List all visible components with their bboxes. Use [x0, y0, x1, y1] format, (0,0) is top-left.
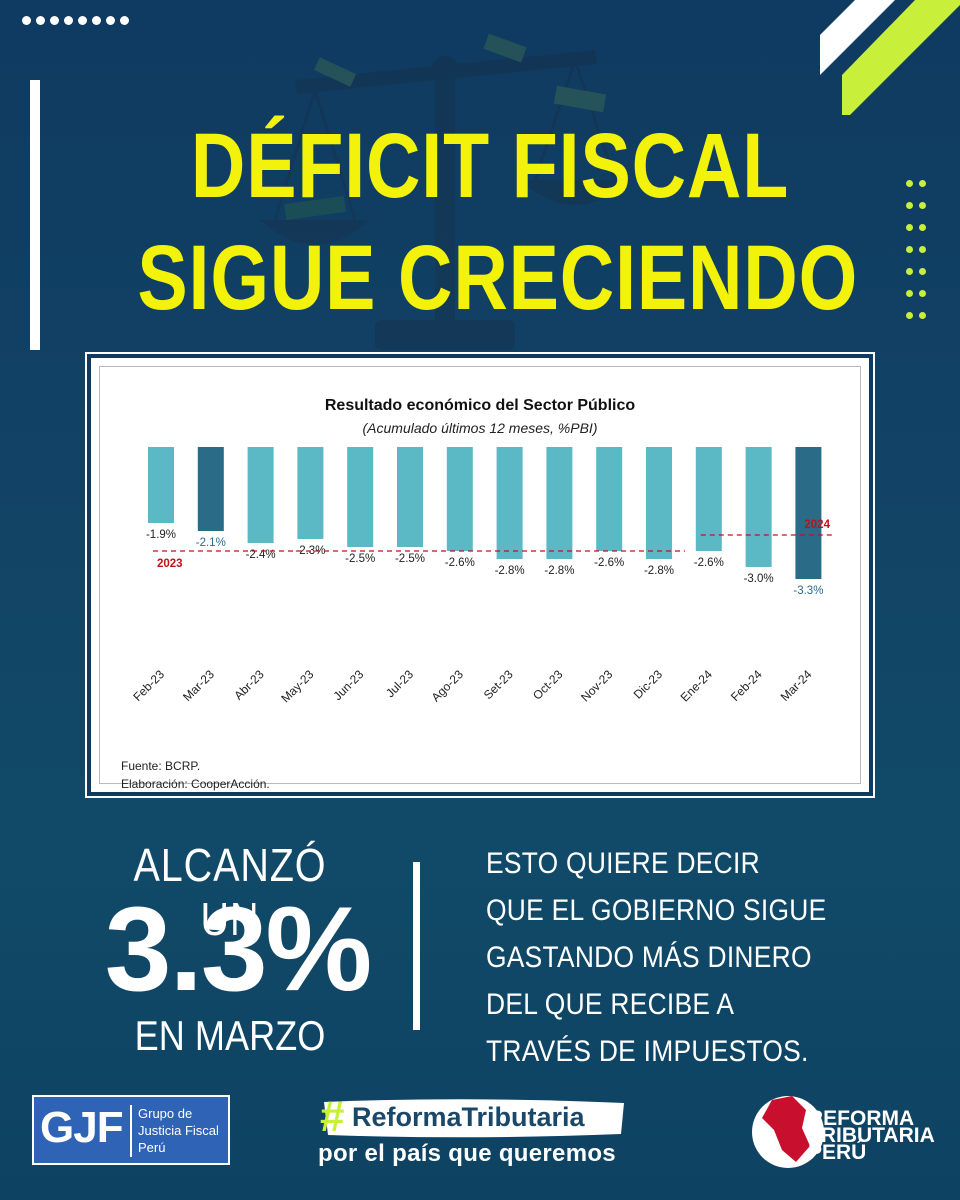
gjf-name-line: Grupo de	[138, 1106, 193, 1121]
headline: DÉFICIT FISCAL SIGUE CRECIENDO	[137, 110, 859, 334]
explanation-line: QUE EL GOBIERNO SIGUE	[486, 894, 827, 927]
chart-panel: Resultado económico del Sector Público (…	[85, 352, 875, 798]
summary-big-value: 3.3%	[104, 882, 373, 1016]
peru-map-icon	[752, 1096, 824, 1168]
bar	[496, 447, 523, 559]
balance-scale-illustration	[260, 33, 630, 350]
summary-line-3: EN MARZO	[134, 1012, 326, 1059]
gjf-letters: GJF	[40, 1103, 124, 1152]
hashtag-sign: #	[320, 1092, 345, 1141]
explanation-line: DEL QUE RECIBE A	[486, 988, 735, 1021]
reference-line-label: 2023	[157, 558, 183, 570]
explanation-line: GASTANDO MÁS DINERO	[486, 941, 812, 974]
bar	[646, 447, 672, 559]
hashtag-brush-background	[324, 1099, 624, 1138]
x-tick-label: Ago-23	[429, 667, 466, 704]
x-tick-label: Abr-23	[231, 667, 267, 703]
value-label: -1.9%	[146, 529, 176, 541]
decorative-bar-left	[30, 80, 40, 350]
x-tick-label: Nov-23	[578, 667, 615, 704]
bar	[745, 447, 772, 567]
source-line: Fuente: BCRP.	[121, 759, 201, 773]
value-label: -2.5%	[395, 553, 425, 565]
decorative-dots-top-left	[22, 12, 134, 30]
bar	[247, 447, 274, 543]
gjf-logo: GJF Grupo de Justicia Fiscal Perú	[32, 1095, 230, 1165]
explanation-line: ESTO QUIERE DECIR	[486, 847, 760, 880]
value-label: -2.4%	[246, 549, 276, 561]
bar-chart: -1.9%Feb-23-2.1%Mar-23-2.4%Abr-23-2.3%Ma…	[130, 447, 835, 705]
x-tick-label: Dic-23	[631, 667, 666, 702]
headline-line-1: DÉFICIT FISCAL	[190, 115, 790, 217]
bar	[148, 447, 174, 523]
value-label: -2.1%	[196, 537, 226, 549]
value-label: -2.8%	[644, 565, 674, 577]
value-label: -2.5%	[345, 553, 375, 565]
x-tick-label: May-23	[278, 667, 316, 705]
divider-bar	[413, 862, 420, 1030]
x-tick-label: Ene-24	[678, 667, 715, 704]
x-tick-label: Feb-23	[130, 667, 167, 704]
bar	[795, 447, 822, 579]
gjf-separator	[130, 1105, 132, 1157]
chart-source: Fuente: BCRP. Elaboración: CooperAcción.	[121, 757, 270, 793]
decorative-dots-right	[906, 180, 936, 334]
bar	[546, 447, 573, 559]
elaboration-line: Elaboración: CooperAcción.	[121, 777, 270, 791]
bar	[347, 447, 374, 547]
rt-line: TRIBUTARIA	[808, 1124, 935, 1147]
bar	[446, 447, 473, 551]
tagline: por el país que queremos	[318, 1140, 616, 1167]
bar	[596, 447, 623, 551]
x-tick-label: Jun-23	[330, 667, 366, 703]
reference-line-label: 2024	[804, 519, 830, 531]
value-label: -3.0%	[744, 573, 774, 585]
rt-line: PERÚ	[808, 1141, 867, 1164]
value-label: -2.6%	[445, 557, 475, 569]
x-tick-label: Oct-23	[530, 667, 566, 703]
rt-line: REFORMA	[808, 1107, 915, 1130]
bar	[197, 447, 224, 531]
x-tick-label: Mar-24	[778, 667, 815, 704]
value-label: -2.6%	[594, 557, 624, 569]
bar	[397, 447, 423, 547]
explanation-line: TRAVÉS DE IMPUESTOS.	[486, 1035, 809, 1068]
gjf-name-line: Perú	[138, 1140, 166, 1155]
headline-line-2: SIGUE CRECIENDO	[137, 227, 859, 329]
bar	[297, 447, 324, 539]
hashtag-text: ReformaTributaria	[352, 1102, 585, 1132]
summary-line-1: ALCANZÓ UN	[133, 839, 327, 945]
reforma-tributaria-logo-text: REFORMA TRIBUTARIA PERÚ	[808, 1107, 935, 1164]
gjf-name: Grupo de Justicia Fiscal Perú	[138, 1105, 219, 1156]
chart-area: Resultado económico del Sector Público (…	[99, 366, 861, 791]
value-label: -3.3%	[793, 585, 823, 597]
gjf-name-line: Justicia Fiscal	[138, 1123, 219, 1138]
chart-title: Resultado económico del Sector Público	[324, 397, 636, 414]
x-tick-label: Mar-23	[180, 667, 217, 704]
value-label: -2.8%	[544, 565, 574, 577]
x-tick-label: Jul-23	[383, 667, 416, 700]
bar	[695, 447, 722, 551]
x-tick-label: Set-23	[481, 667, 516, 702]
value-label: -2.8%	[495, 565, 525, 577]
chart-subtitle: (Acumulado últimos 12 meses, %PBI)	[362, 420, 598, 436]
value-label: -2.6%	[694, 557, 724, 569]
decorative-stripes	[820, 0, 960, 115]
explanation-text: ESTO QUIERE DECIR QUE EL GOBIERNO SIGUE …	[486, 840, 827, 1075]
x-tick-label: Feb-24	[728, 667, 765, 704]
